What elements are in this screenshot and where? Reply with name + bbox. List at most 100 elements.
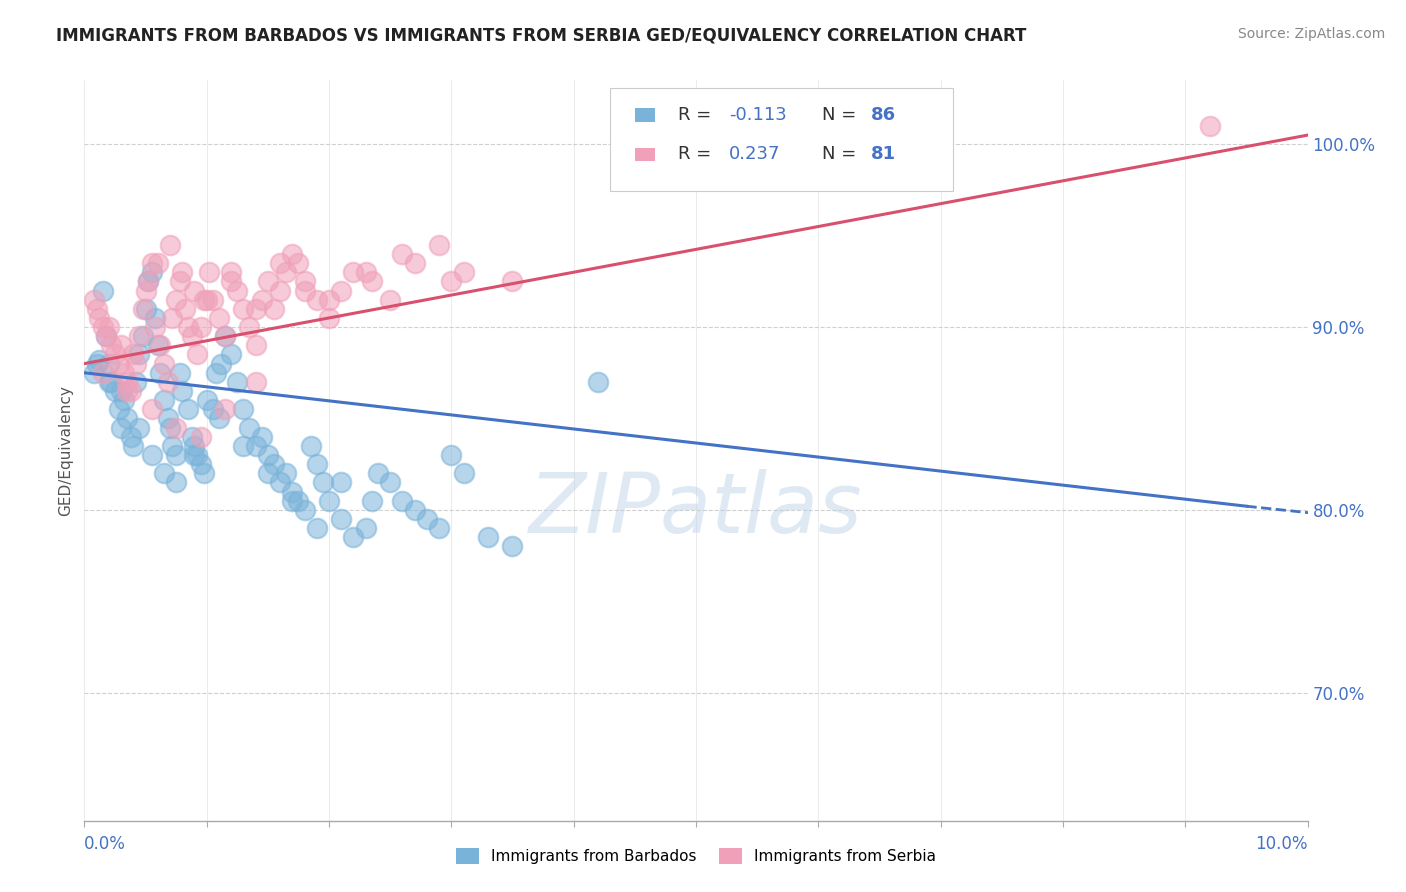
Point <box>128 420 150 434</box>
Point <box>96 329 118 343</box>
Point <box>330 475 353 490</box>
Y-axis label: GED/Equivalency: GED/Equivalency <box>58 385 73 516</box>
Point <box>305 293 328 307</box>
Point <box>190 457 212 471</box>
Point <box>245 375 267 389</box>
Text: 81: 81 <box>870 145 896 163</box>
Point <box>208 411 231 425</box>
Text: -0.113: -0.113 <box>728 106 787 124</box>
Point <box>169 274 191 288</box>
FancyBboxPatch shape <box>610 87 953 191</box>
Text: N =: N = <box>823 145 862 163</box>
Point <box>360 274 382 288</box>
Text: ZIPatlas: ZIPatlas <box>529 469 863 550</box>
Point <box>122 347 145 361</box>
Point <box>125 357 148 371</box>
Point <box>360 493 382 508</box>
Point <box>91 366 114 380</box>
Point <box>169 366 191 380</box>
Point <box>219 274 242 288</box>
Point <box>149 338 172 352</box>
Point <box>502 274 524 288</box>
Point <box>205 366 228 380</box>
Point <box>257 467 280 481</box>
Point <box>183 284 205 298</box>
Point <box>110 384 132 398</box>
FancyBboxPatch shape <box>636 109 655 121</box>
Point <box>318 493 340 508</box>
Point <box>269 256 291 270</box>
Point <box>100 338 122 352</box>
Point <box>305 457 328 471</box>
Point <box>330 284 353 298</box>
Point <box>107 402 129 417</box>
Point <box>219 347 242 361</box>
Point <box>226 284 249 298</box>
Point <box>146 338 169 352</box>
Point <box>128 329 150 343</box>
Point <box>112 366 135 380</box>
Text: R =: R = <box>678 106 717 124</box>
Point <box>120 384 142 398</box>
Point <box>193 467 215 481</box>
Point <box>136 274 159 288</box>
Point <box>159 420 181 434</box>
Point <box>146 256 169 270</box>
Point <box>226 375 249 389</box>
Point <box>305 521 328 535</box>
Point <box>391 493 413 508</box>
Point <box>162 310 184 325</box>
Point <box>477 530 499 544</box>
Point <box>453 265 475 279</box>
Point <box>115 384 138 398</box>
Point <box>404 503 426 517</box>
Point <box>172 265 194 279</box>
Point <box>165 475 187 490</box>
Point <box>153 393 176 408</box>
Text: Source: ZipAtlas.com: Source: ZipAtlas.com <box>1237 27 1385 41</box>
Point <box>153 467 176 481</box>
Point <box>190 320 212 334</box>
Point <box>141 256 163 270</box>
Point <box>318 310 340 325</box>
Point <box>165 448 187 462</box>
Point <box>232 301 254 316</box>
Point <box>214 329 236 343</box>
Point <box>156 375 179 389</box>
Point <box>172 384 194 398</box>
Point <box>214 402 236 417</box>
Point <box>245 439 267 453</box>
Point <box>141 265 163 279</box>
Point <box>149 366 172 380</box>
Point <box>193 293 215 307</box>
Point <box>276 265 298 279</box>
Point <box>263 457 285 471</box>
Point <box>453 467 475 481</box>
Point <box>440 448 463 462</box>
Point <box>120 430 142 444</box>
Point <box>107 357 129 371</box>
Point <box>91 320 114 334</box>
Point <box>195 293 218 307</box>
Point <box>177 320 200 334</box>
Point <box>502 540 524 554</box>
Point <box>173 301 195 316</box>
Point <box>125 375 148 389</box>
Point <box>87 353 110 368</box>
Point <box>177 402 200 417</box>
Point <box>186 347 208 361</box>
Point <box>250 430 273 444</box>
Point <box>132 329 155 343</box>
Point <box>135 301 157 316</box>
Point <box>281 484 304 499</box>
Point <box>183 439 205 453</box>
Text: 10.0%: 10.0% <box>1256 835 1308 854</box>
Point <box>330 512 353 526</box>
Point <box>440 274 463 288</box>
Point <box>201 293 224 307</box>
Point <box>198 265 221 279</box>
Point <box>97 320 120 334</box>
Point <box>86 301 108 316</box>
Point <box>354 265 377 279</box>
Point <box>165 420 187 434</box>
